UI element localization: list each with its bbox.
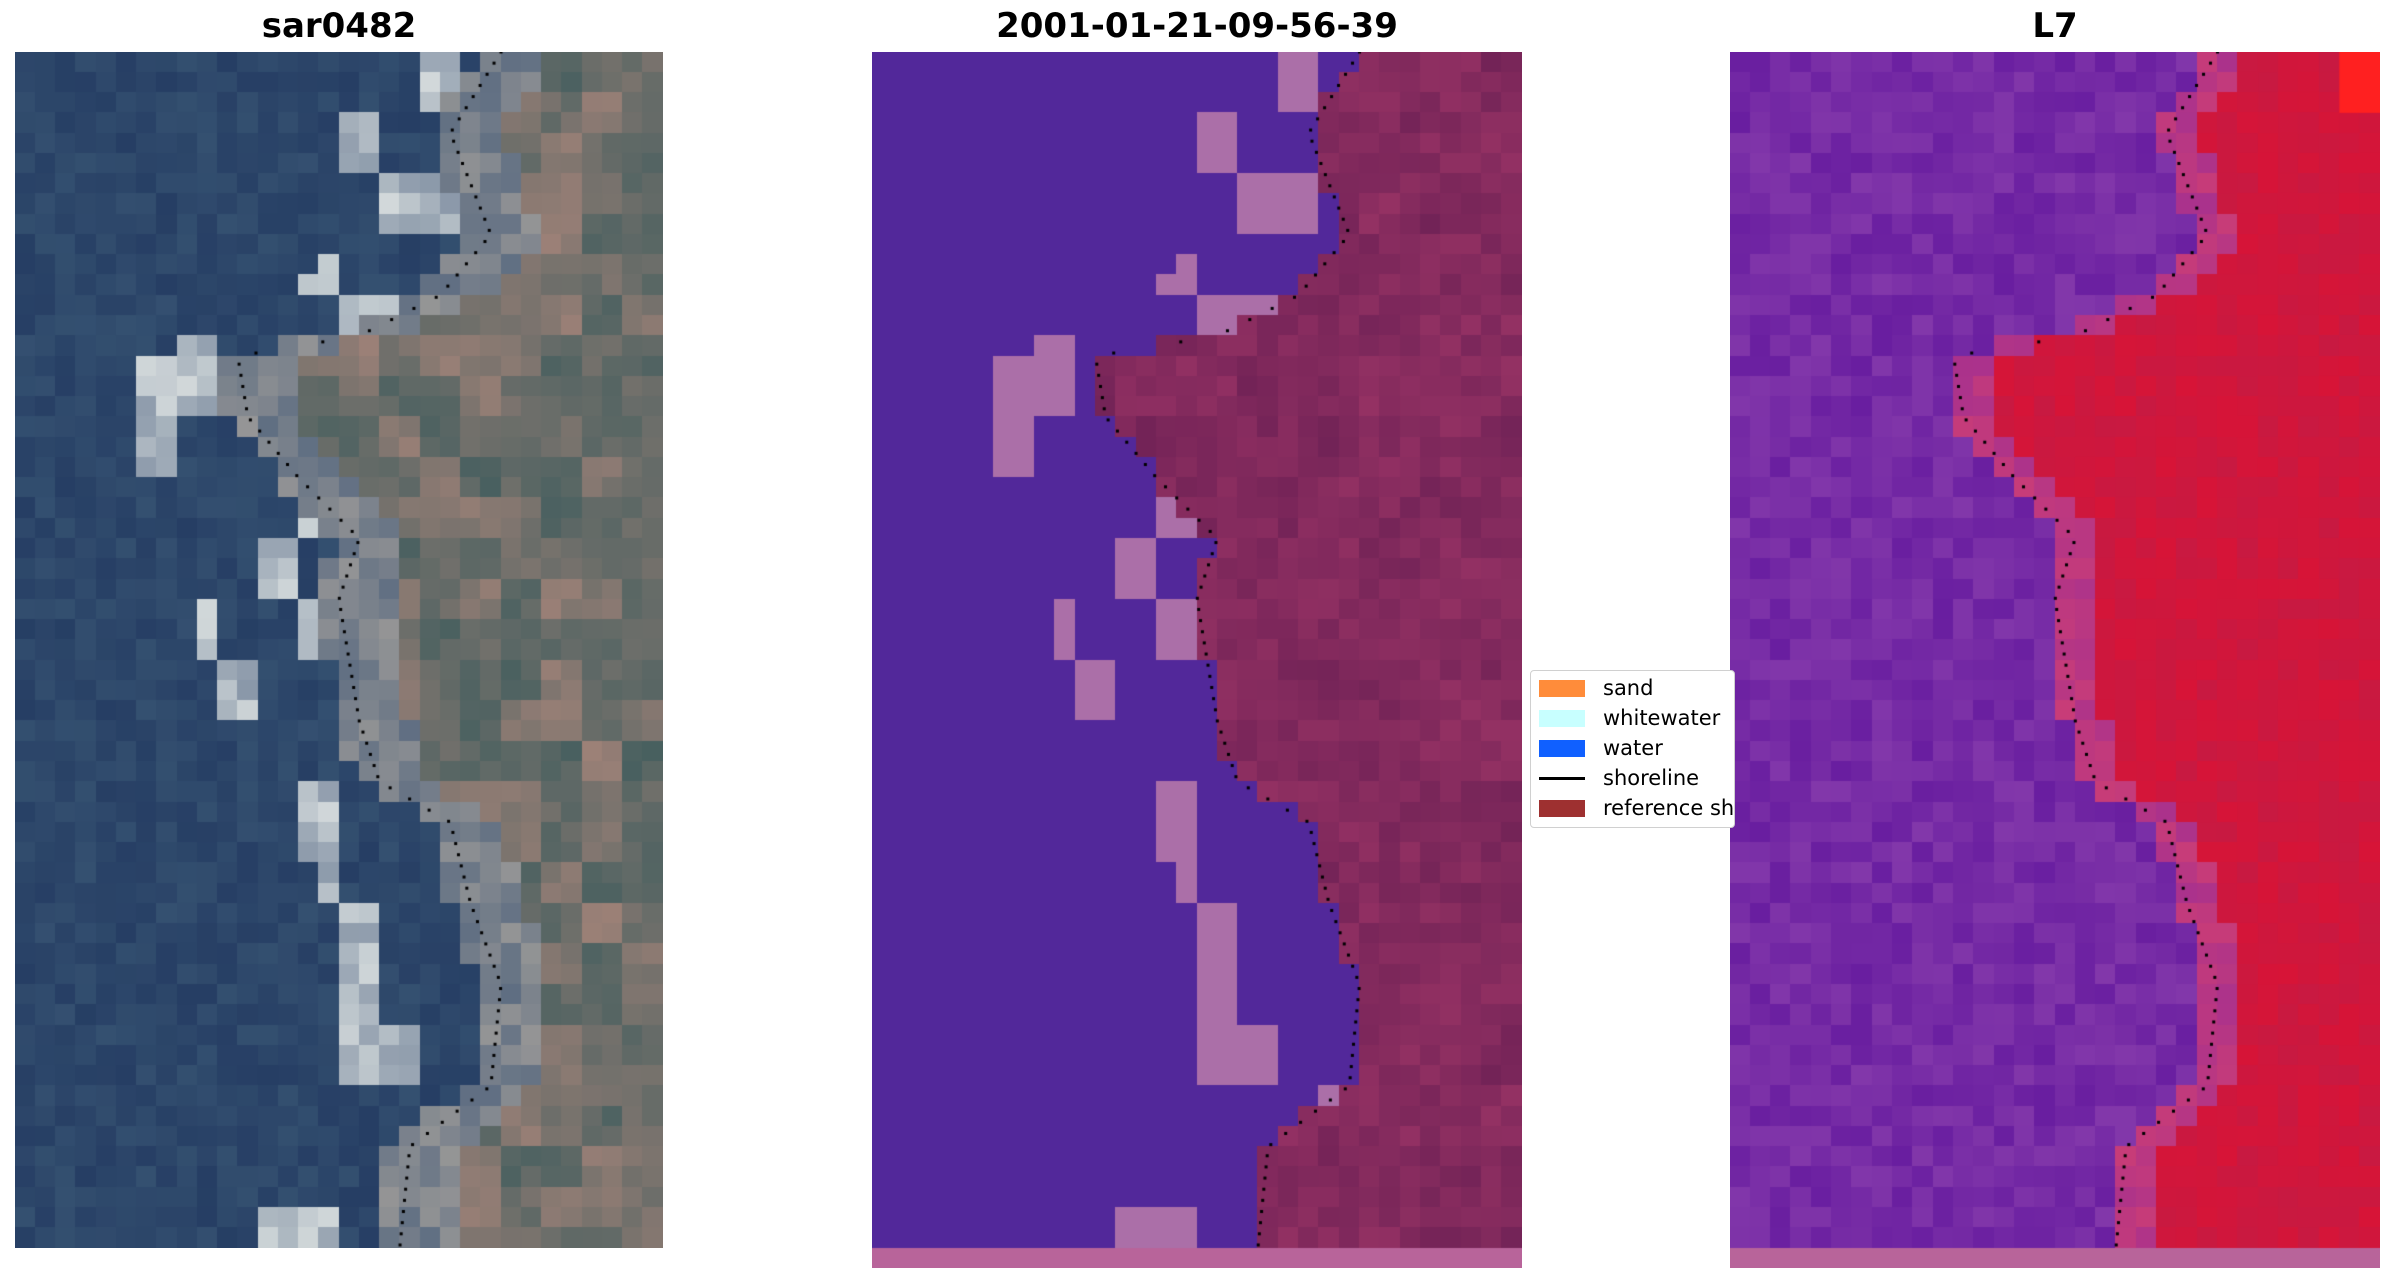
mndwi-image bbox=[1730, 52, 2380, 1268]
legend-line-shoreline bbox=[1539, 776, 1585, 780]
rgb-image bbox=[15, 52, 663, 1248]
panel-title-classified: 2001-01-21-09-56-39 bbox=[996, 6, 1398, 46]
legend-item-sand: sand bbox=[1539, 675, 1653, 701]
panel-title-mndwi: L7 bbox=[2032, 6, 2078, 46]
legend-label-sand: sand bbox=[1603, 676, 1654, 700]
legend-item-shoreline: shoreline bbox=[1539, 765, 1699, 791]
legend-swatch-reference-shoreline bbox=[1539, 799, 1585, 817]
classified-image-panel bbox=[872, 52, 1522, 1268]
legend-label-water: water bbox=[1603, 736, 1663, 760]
legend: sand whitewater water shoreline referenc… bbox=[1530, 670, 1735, 828]
rgb-image-panel bbox=[15, 52, 663, 1248]
legend-swatch-water bbox=[1539, 739, 1585, 757]
legend-swatch-sand bbox=[1539, 679, 1585, 697]
legend-item-water: water bbox=[1539, 735, 1663, 761]
legend-label-shoreline: shoreline bbox=[1603, 766, 1700, 790]
legend-label-reference-shoreline: reference shoreline bbox=[1603, 796, 1735, 820]
legend-swatch-whitewater bbox=[1539, 709, 1585, 727]
classified-image bbox=[872, 52, 1522, 1268]
legend-item-reference-shoreline: reference shoreline bbox=[1539, 795, 1735, 821]
mndwi-image-panel bbox=[1730, 52, 2380, 1268]
legend-item-whitewater: whitewater bbox=[1539, 705, 1720, 731]
panel-title-rgb: sar0482 bbox=[261, 6, 417, 46]
legend-label-whitewater: whitewater bbox=[1603, 706, 1721, 730]
